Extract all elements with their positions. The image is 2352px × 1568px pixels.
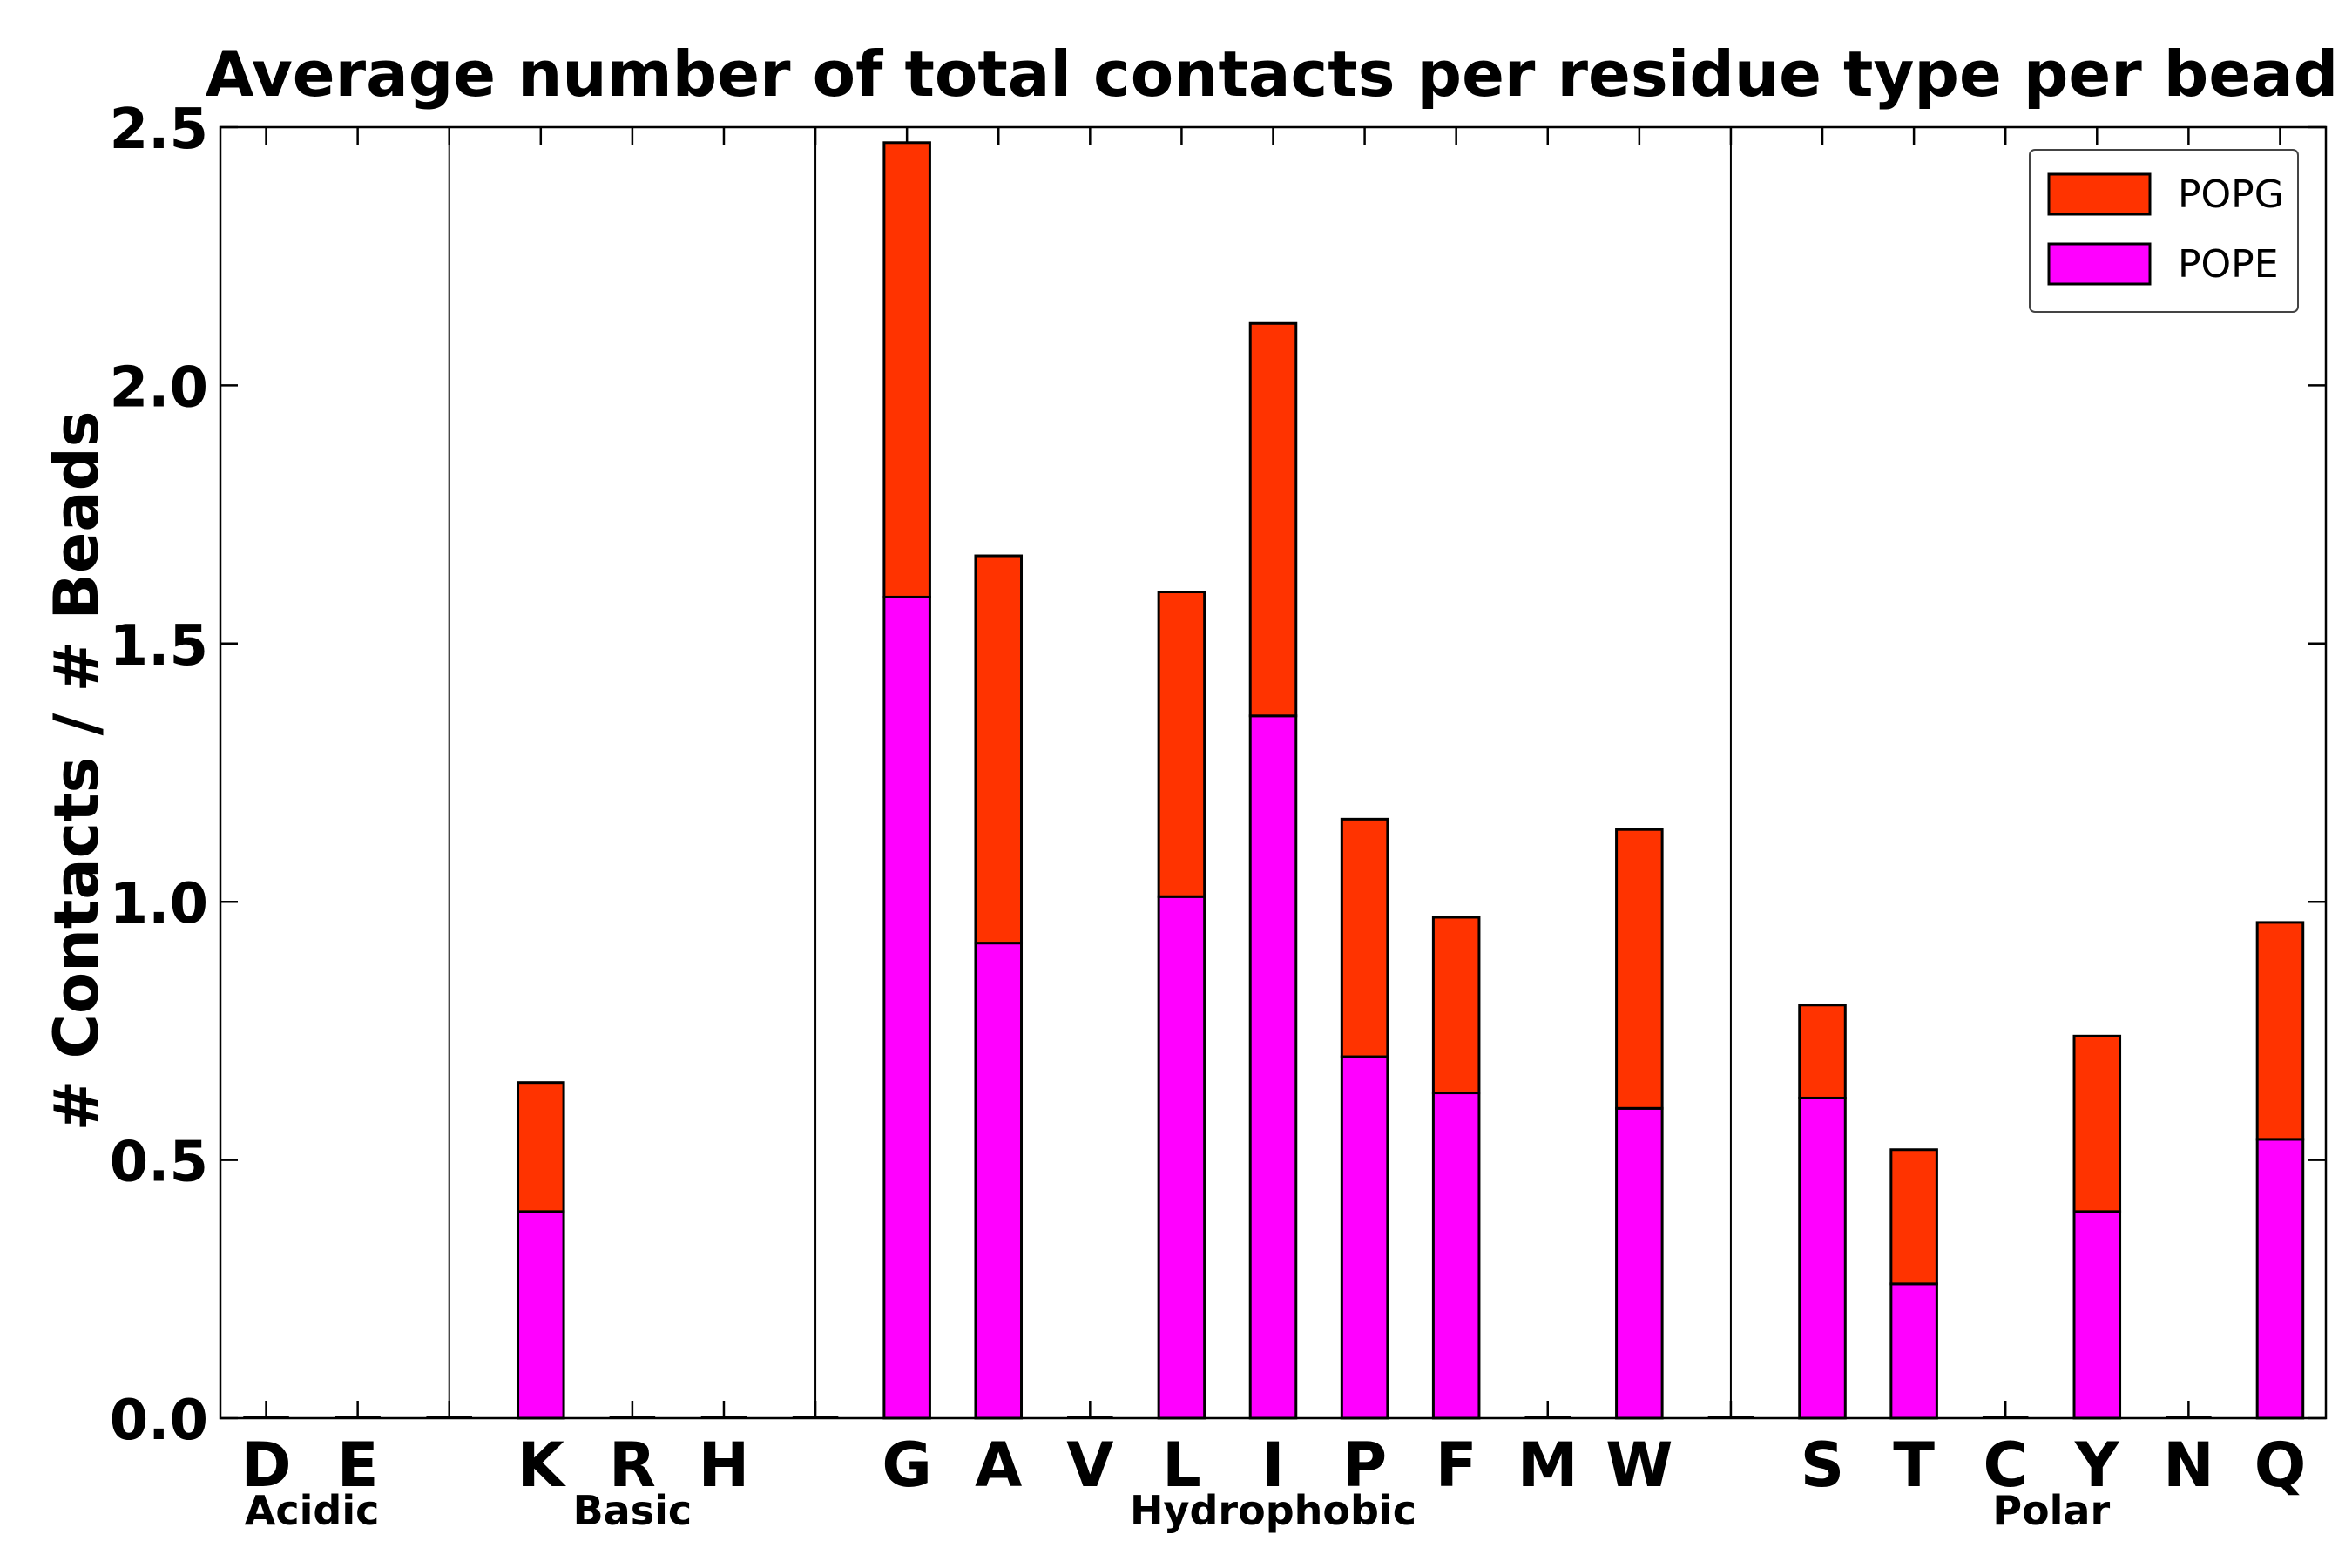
bar-popg-Q (2255, 921, 2305, 1141)
bar-pope-K (517, 1210, 565, 1420)
x-tick-label-A: A (975, 1429, 1022, 1501)
bar-popg-A (974, 554, 1024, 945)
bar-pope-P (1340, 1055, 1389, 1420)
bar-pope-S (1798, 1096, 1847, 1420)
bar-pope-G (882, 595, 931, 1420)
x-tick-label-L: L (1162, 1429, 1201, 1501)
x-tick-label-E: E (337, 1429, 379, 1501)
legend-swatch-popg (2047, 172, 2152, 216)
x-tick-label-K: K (517, 1429, 567, 1501)
bar-pope-T (1889, 1282, 1938, 1420)
bar-pope-Y (2072, 1210, 2122, 1420)
y-tick-label: 1.5 (110, 614, 208, 679)
bar-popg-G (882, 141, 931, 598)
legend-label-popg: POPG (2178, 172, 2284, 217)
x-tick-label-D: D (240, 1429, 291, 1501)
x-tick-label-W: W (1605, 1429, 1673, 1501)
bar-popg-S (1798, 1004, 1847, 1099)
y-tick-label: 2.0 (110, 355, 208, 420)
bar-pope-F (1431, 1092, 1481, 1420)
x-tick-label-F: F (1436, 1429, 1477, 1501)
y-tick-label: 0.5 (110, 1131, 208, 1195)
chart-title: Average number of total contacts per res… (206, 37, 2339, 111)
x-tick-label-G: G (882, 1429, 931, 1501)
bar-popg-P (1340, 817, 1389, 1058)
group-label-acidic: Acidic (245, 1487, 380, 1534)
bar-popg-W (1615, 828, 1664, 1110)
legend-swatch-pope (2047, 242, 2152, 286)
x-tick-label-M: M (1517, 1429, 1578, 1501)
y-axis-label: # Contacts / # Beads (41, 411, 112, 1132)
x-tick-label-T: T (1893, 1429, 1935, 1501)
bar-pope-Q (2255, 1138, 2305, 1420)
plot-area: 0.0 0.5 1.0 1.5 2.0 2.5 D E K R H G A V L I P F M W S T C Y N Q Ac… (110, 98, 2328, 1534)
x-tick-label-R: R (609, 1429, 656, 1501)
group-label-polar: Polar (1992, 1487, 2110, 1534)
x-tick-label-P: P (1342, 1429, 1387, 1501)
x-tick-label-I: I (1261, 1429, 1284, 1501)
legend: POPG POPE (2029, 149, 2299, 313)
bar-popg-L (1157, 591, 1206, 898)
bar-pope-W (1615, 1106, 1664, 1420)
y-tick-label: 2.5 (110, 98, 208, 162)
bar-popg-K (517, 1081, 565, 1213)
bar-popg-I (1248, 321, 1298, 718)
bar-popg-F (1431, 916, 1481, 1095)
group-label-basic: Basic (573, 1487, 693, 1534)
bar-pope-A (974, 942, 1024, 1420)
x-tick-label-N: N (2163, 1429, 2214, 1501)
x-tick-label-H: H (699, 1429, 750, 1501)
legend-label-pope: POPE (2178, 242, 2279, 287)
bar-popg-Y (2072, 1034, 2122, 1213)
bar-pope-I (1248, 714, 1298, 1420)
x-tick-label-Q: Q (2254, 1429, 2307, 1501)
x-tick-label-Y: Y (2074, 1429, 2120, 1501)
x-tick-label-V: V (1066, 1429, 1113, 1501)
bar-popg-T (1889, 1148, 1938, 1286)
x-tick-label-S: S (1801, 1429, 1844, 1501)
y-tick-label: 1.0 (110, 872, 208, 936)
group-label-hydrophobic: Hydrophobic (1130, 1487, 1416, 1534)
x-tick-label-C: C (1984, 1429, 2028, 1501)
bar-pope-L (1157, 895, 1206, 1420)
y-tick-label: 0.0 (110, 1389, 208, 1453)
